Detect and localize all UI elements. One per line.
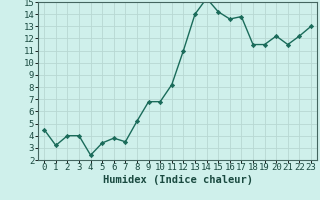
X-axis label: Humidex (Indice chaleur): Humidex (Indice chaleur): [103, 175, 252, 185]
